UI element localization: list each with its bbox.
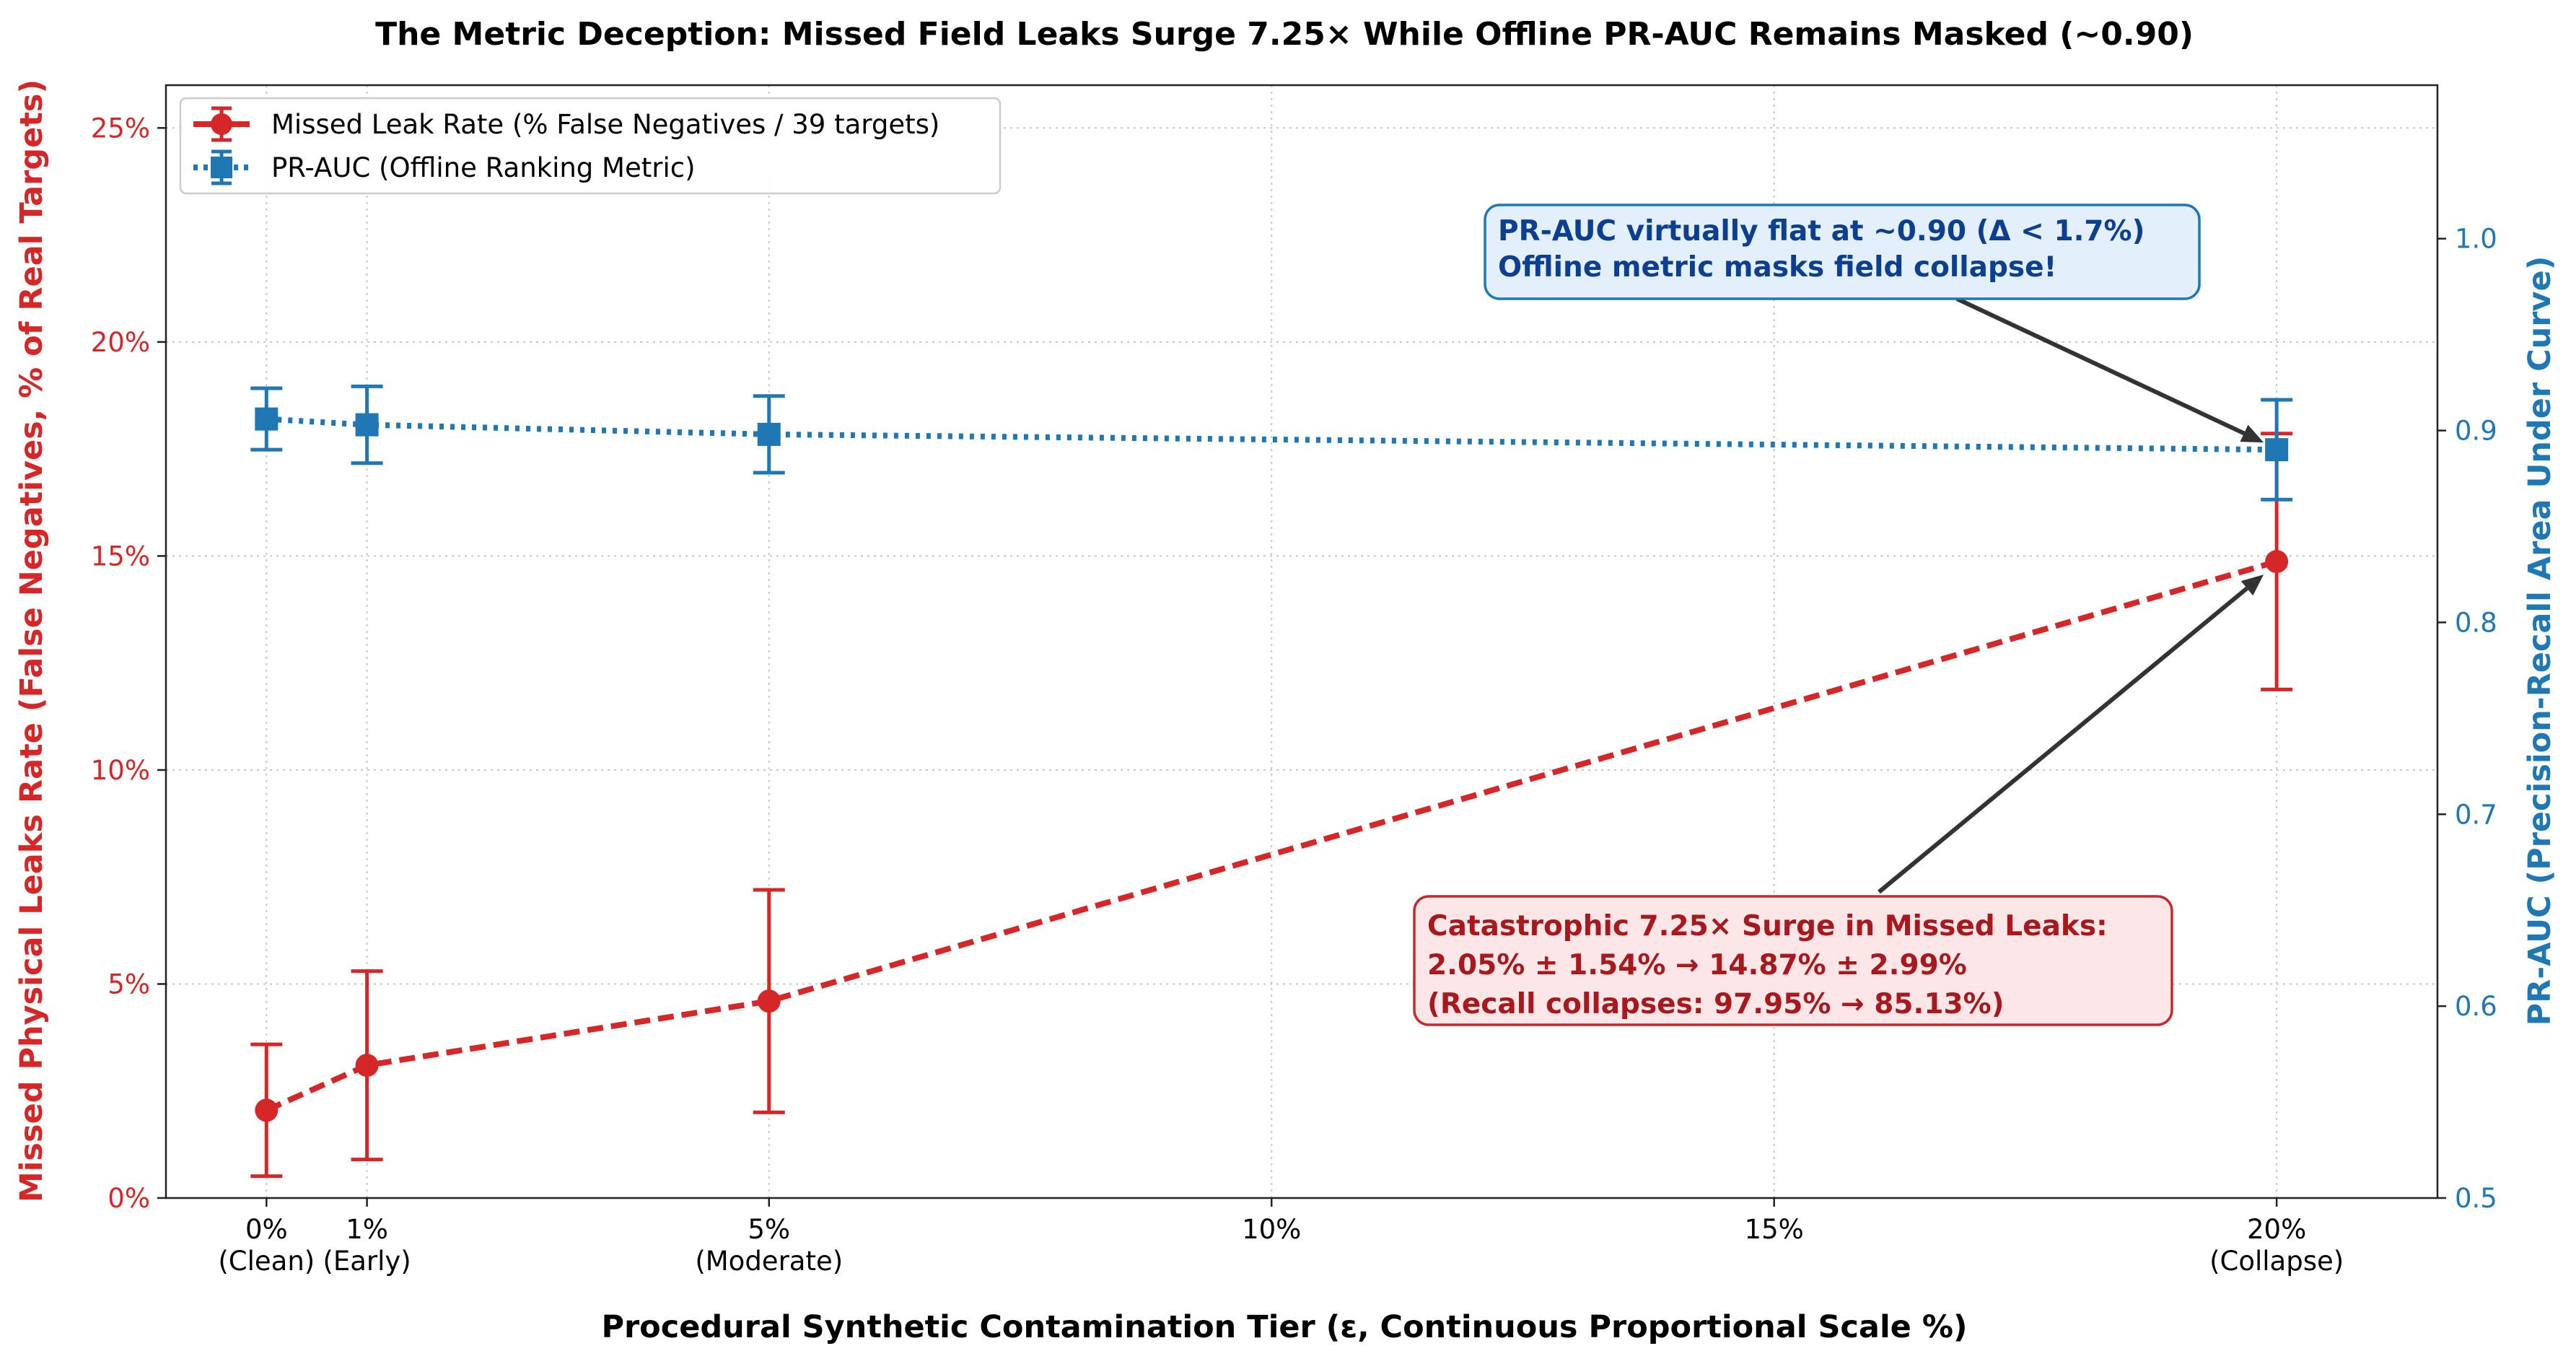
y-left-tick-label: 0% — [108, 1183, 150, 1214]
x-tick-label: 20% — [2247, 1214, 2306, 1245]
data-point — [255, 407, 279, 431]
x-tick-sublabel: (Clean) — [218, 1246, 315, 1277]
y-right-tick-label: 0.7 — [2455, 799, 2497, 830]
data-point — [355, 413, 379, 437]
y-right-tick-label: 0.5 — [2455, 1183, 2497, 1214]
annotation-text: 2.05% ± 1.54% → 14.87% ± 2.99% — [1427, 949, 1967, 982]
annotation-text: PR-AUC virtually flat at ~0.90 (Δ < 1.7%… — [1498, 215, 2145, 248]
data-point — [355, 1054, 379, 1077]
x-tick-label: 1% — [346, 1214, 388, 1245]
series-line — [265, 559, 2278, 1114]
chart-title: The Metric Deception: Missed Field Leaks… — [375, 16, 2194, 53]
y-right-tick-label: 0.6 — [2455, 991, 2497, 1022]
legend-label: Missed Leak Rate (% False Negatives / 39… — [271, 109, 939, 140]
annotation-text: Offline metric masks field collapse! — [1498, 251, 2056, 284]
y-right-tick-label: 0.8 — [2455, 607, 2497, 638]
plot-frame — [165, 84, 2439, 1199]
legend-marker — [211, 157, 232, 178]
annotation-box — [1413, 895, 2173, 1026]
x-tick-label: 5% — [748, 1214, 790, 1245]
x-tick-sublabel: (Collapse) — [2209, 1246, 2344, 1277]
x-axis-label: Procedural Synthetic Contamination Tier … — [601, 1309, 1967, 1345]
series-line — [266, 416, 2277, 453]
pr-auc-series — [250, 384, 2293, 502]
legend-box — [179, 97, 1002, 195]
y-left-tick-label: 20% — [91, 327, 150, 358]
y-axis-left-label: Missed Physical Leaks Rate (False Negati… — [14, 79, 50, 1202]
annotation-arrow-line — [1878, 586, 2248, 894]
x-tick-label: 10% — [1242, 1214, 1301, 1245]
y-left-tick-label: 5% — [108, 969, 150, 1000]
data-point — [2265, 550, 2289, 574]
data-point — [757, 989, 781, 1013]
annotation-arrow-head — [2240, 424, 2264, 443]
y-right-tick-label: 0.9 — [2455, 416, 2497, 447]
x-tick-sublabel: (Moderate) — [695, 1246, 843, 1277]
y-left-tick-label: 15% — [91, 541, 150, 572]
data-point — [757, 422, 781, 446]
annotation-box — [1484, 204, 2201, 300]
y-right-tick-label: 1.0 — [2455, 224, 2497, 255]
missed-leak-annotation: Catastrophic 7.25× Surge in Missed Leaks… — [1413, 574, 2264, 1026]
annotation-arrow-head — [2240, 574, 2264, 596]
x-tick-label: 15% — [1745, 1214, 1804, 1245]
y-left-tick-label: 25% — [91, 113, 150, 144]
legend-label: PR-AUC (Offline Ranking Metric) — [271, 152, 696, 183]
legend-marker — [211, 113, 232, 135]
annotation-arrow-line — [1955, 297, 2246, 436]
missed-leak-series — [250, 432, 2293, 1179]
y-left-tick-label: 10% — [91, 755, 150, 786]
x-tick-label: 0% — [245, 1214, 288, 1245]
data-point — [255, 1098, 279, 1122]
pr-auc-annotation: PR-AUC virtually flat at ~0.90 (Δ < 1.7%… — [1484, 204, 2264, 443]
annotation-text: Catastrophic 7.25× Surge in Missed Leaks… — [1427, 910, 2108, 943]
annotation-text: (Recall collapses: 97.95% → 85.13%) — [1427, 988, 2005, 1020]
legend: Missed Leak Rate (% False Negatives / 39… — [179, 97, 1002, 195]
data-point — [2265, 438, 2289, 462]
y-axis-right-label: PR-AUC (Precision-Recall Area Under Curv… — [2522, 256, 2558, 1026]
x-tick-sublabel: (Early) — [323, 1246, 411, 1277]
